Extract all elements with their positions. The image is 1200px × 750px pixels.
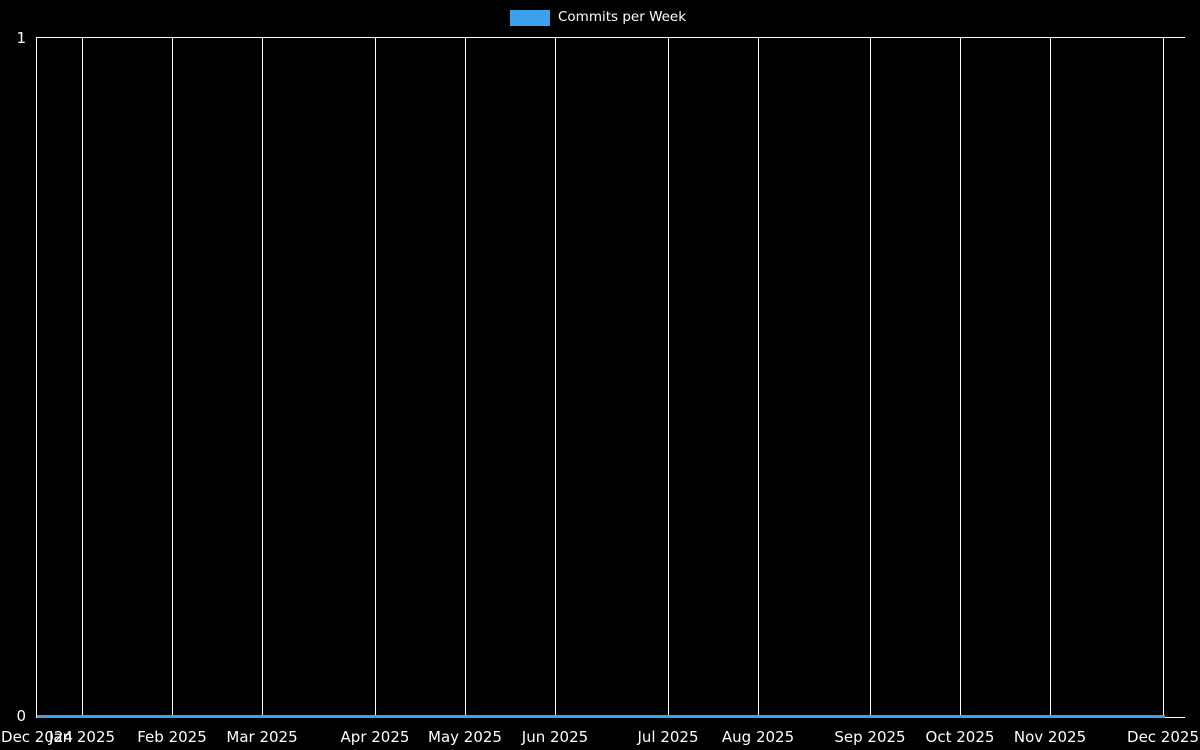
- x-axis-tick-label: May 2025: [428, 728, 502, 746]
- x-axis-tick-label: Oct 2025: [925, 728, 995, 746]
- gridline-vertical: [960, 38, 962, 717]
- x-axis-tick-label: Jun 2025: [521, 728, 589, 746]
- x-axis-tick-label: Feb 2025: [137, 728, 207, 746]
- gridline-vertical: [465, 38, 467, 717]
- x-axis-tick-label: Jan 2025: [48, 728, 116, 746]
- axis-spine-top: [36, 37, 1185, 39]
- gridline-vertical: [555, 38, 557, 717]
- plot-area: [36, 38, 1185, 717]
- x-axis-tick-label: Jul 2025: [637, 728, 699, 746]
- x-axis-tick-label: Nov 2025: [1013, 728, 1087, 746]
- legend-label-commits-per-week: Commits per Week: [558, 9, 687, 26]
- series-line-commits-per-week: [37, 715, 1165, 718]
- x-axis-tick-label: Sep 2025: [834, 728, 906, 746]
- x-axis-tick-label: Mar 2025: [226, 728, 298, 746]
- gridline-vertical: [375, 38, 377, 717]
- gridline-vertical: [172, 38, 174, 717]
- chart-legend: Commits per Week: [510, 8, 686, 28]
- gridline-vertical: [262, 38, 264, 717]
- gridline-vertical: [870, 38, 872, 717]
- gridline-vertical: [668, 38, 670, 717]
- legend-swatch-commits-per-week: [510, 10, 550, 26]
- axis-spine-left: [36, 38, 38, 717]
- gridline-vertical: [758, 38, 760, 717]
- gridline-vertical: [1050, 38, 1052, 717]
- x-axis-tick-label: Dec 2024: [1, 728, 73, 746]
- x-axis-tick-label: Aug 2025: [721, 728, 795, 746]
- gridline-vertical: [82, 38, 84, 717]
- y-axis-tick-label: 1: [16, 29, 26, 47]
- gridline-vertical: [1163, 38, 1165, 717]
- y-axis-tick-label: 0: [16, 707, 26, 725]
- x-axis-tick-label: Apr 2025: [340, 728, 410, 746]
- x-axis-tick-label: Dec 2025: [1127, 728, 1199, 746]
